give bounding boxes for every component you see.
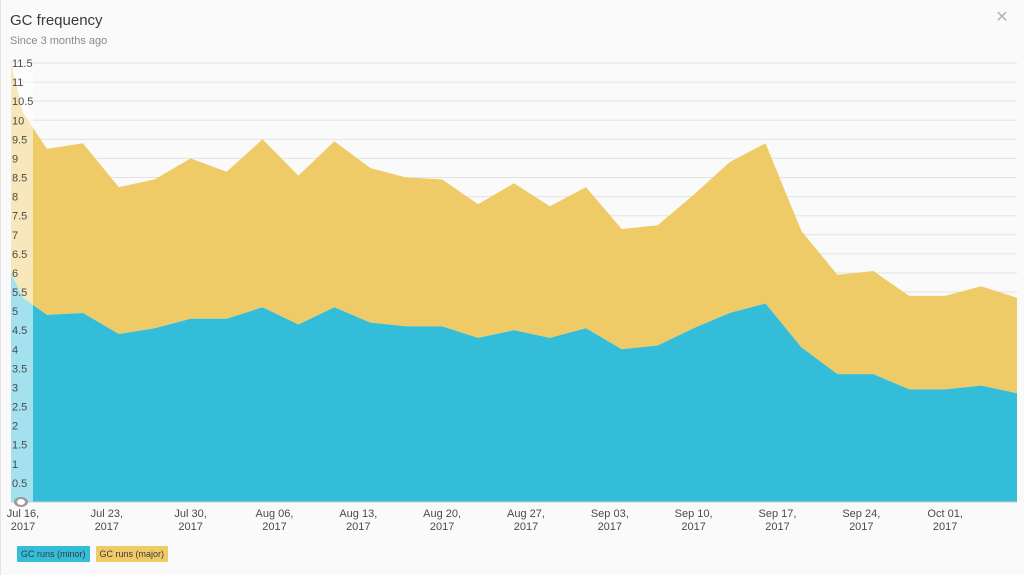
x-tick-label: Aug 20, bbox=[423, 508, 461, 520]
y-axis-band bbox=[11, 63, 33, 502]
y-tick-label: 7 bbox=[12, 230, 18, 242]
y-tick-label: 5.5 bbox=[12, 287, 27, 299]
eye-icon[interactable] bbox=[14, 497, 28, 507]
y-tick-label: 6 bbox=[12, 268, 18, 280]
y-tick-label: 5 bbox=[12, 306, 18, 318]
y-tick-label: 11 bbox=[12, 77, 23, 89]
x-tick-label-year: 2017 bbox=[178, 521, 202, 533]
chart-legend: GC runs (minor) GC runs (major) bbox=[17, 546, 169, 562]
x-tick-label-year: 2017 bbox=[681, 521, 705, 533]
chart-title: GC frequency bbox=[10, 12, 103, 29]
y-tick-label: 10.5 bbox=[12, 96, 33, 108]
y-tick-label: 4 bbox=[12, 344, 18, 356]
x-tick-label: Sep 17, bbox=[759, 508, 797, 520]
y-tick-label: 8.5 bbox=[12, 173, 27, 185]
x-tick-label-year: 2017 bbox=[95, 521, 119, 533]
x-tick-label: Sep 03, bbox=[591, 508, 629, 520]
series-area-gc-runs-major bbox=[11, 63, 1017, 394]
x-tick-label-year: 2017 bbox=[262, 521, 286, 533]
y-tick-label: 9.5 bbox=[12, 134, 27, 146]
x-tick-label: Aug 27, bbox=[507, 508, 545, 520]
x-tick-label: Jul 16, bbox=[7, 508, 39, 520]
x-tick-label: Sep 10, bbox=[675, 508, 713, 520]
x-tick-label: Jul 30, bbox=[174, 508, 206, 520]
y-tick-label: 6.5 bbox=[12, 249, 27, 261]
x-tick-label: Sep 24, bbox=[842, 508, 880, 520]
legend-item-major[interactable]: GC runs (major) bbox=[95, 546, 169, 562]
y-tick-label: 2 bbox=[12, 421, 18, 433]
y-tick-label: 4.5 bbox=[12, 325, 27, 337]
close-icon[interactable]: ✕ bbox=[995, 9, 1009, 26]
y-tick-label: 1 bbox=[12, 459, 18, 471]
y-tick-label: 8 bbox=[12, 192, 18, 204]
y-tick-label: 3.5 bbox=[12, 363, 27, 375]
legend-item-minor[interactable]: GC runs (minor) bbox=[17, 546, 90, 562]
x-tick-label-year: 2017 bbox=[765, 521, 789, 533]
y-tick-label: 3 bbox=[12, 382, 18, 394]
x-tick-label: Jul 23, bbox=[91, 508, 123, 520]
y-tick-label: 1.5 bbox=[12, 440, 27, 452]
chart-subtitle: Since 3 months ago bbox=[10, 35, 108, 47]
y-tick-label: 10 bbox=[12, 115, 24, 127]
y-tick-label: 7.5 bbox=[12, 211, 27, 223]
stacked-area-chart: 0.511.522.533.544.555.566.577.588.599.51… bbox=[7, 58, 1017, 533]
x-tick-label-year: 2017 bbox=[849, 521, 873, 533]
x-tick-label-year: 2017 bbox=[598, 521, 622, 533]
x-tick-label: Oct 01, bbox=[927, 508, 962, 520]
x-tick-label: Aug 13, bbox=[339, 508, 377, 520]
series-area-gc-runs-minor bbox=[11, 273, 1017, 502]
x-tick-label-year: 2017 bbox=[430, 521, 454, 533]
x-tick-label: Aug 06, bbox=[256, 508, 294, 520]
y-tick-label: 11.5 bbox=[12, 58, 33, 70]
x-tick-label-year: 2017 bbox=[514, 521, 538, 533]
x-tick-label-year: 2017 bbox=[346, 521, 370, 533]
y-tick-label: 2.5 bbox=[12, 402, 27, 414]
x-tick-label-year: 2017 bbox=[933, 521, 957, 533]
y-tick-label: 9 bbox=[12, 153, 18, 165]
x-tick-label-year: 2017 bbox=[11, 521, 35, 533]
y-tick-label: 0.5 bbox=[12, 478, 27, 490]
